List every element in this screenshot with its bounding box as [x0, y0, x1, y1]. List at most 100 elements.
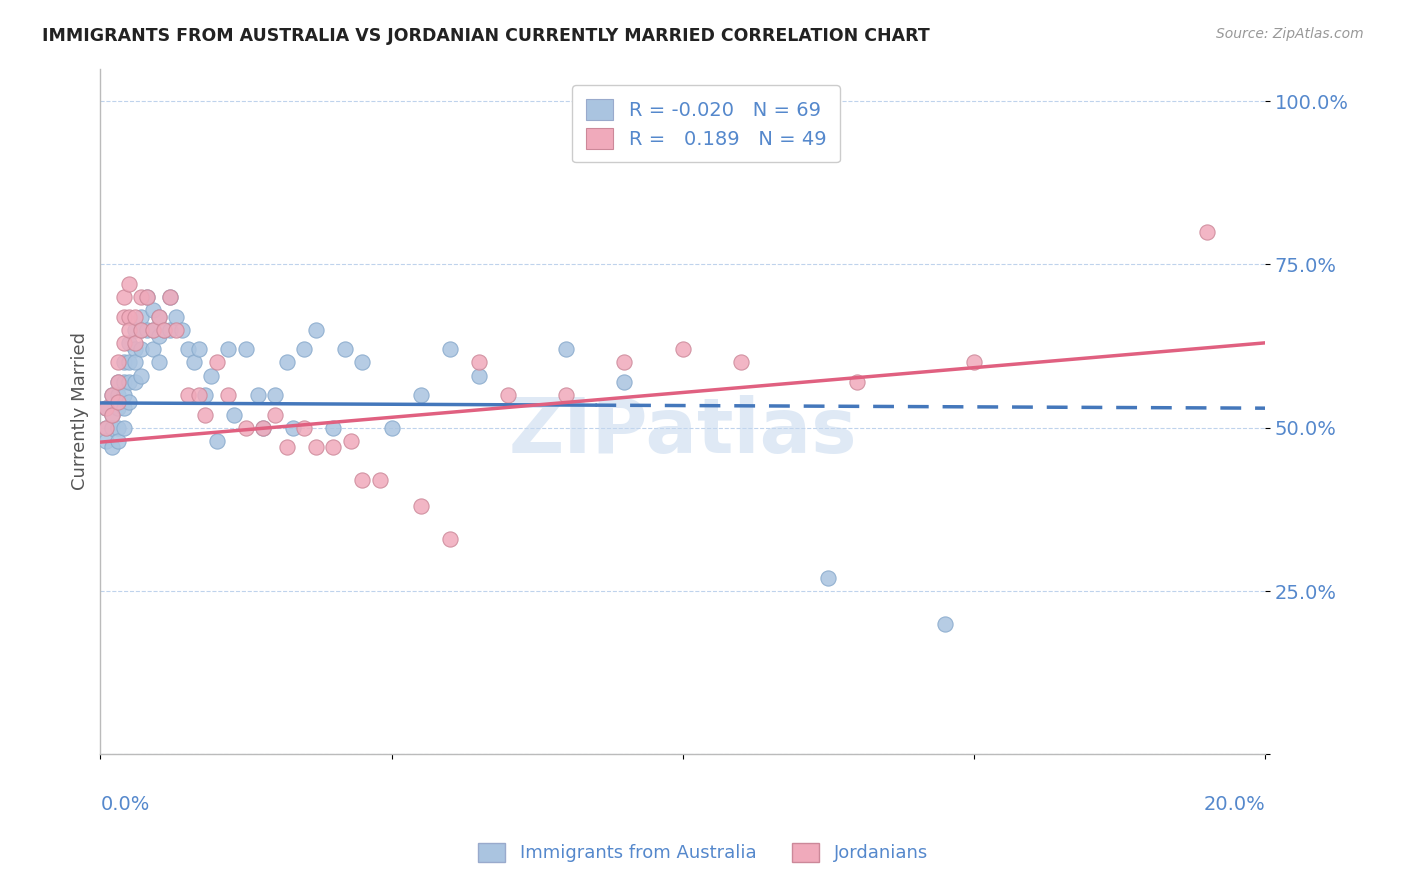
Point: [96, 434, 118, 448]
Point: [118, 277, 141, 291]
Point: [934, 616, 956, 631]
Point: [200, 368, 222, 383]
Point: [142, 323, 165, 337]
Point: [118, 394, 141, 409]
Point: [101, 408, 124, 422]
Point: [252, 421, 274, 435]
Point: [96, 421, 118, 435]
Point: [188, 343, 211, 357]
Point: [107, 401, 129, 416]
Point: [136, 323, 159, 337]
Point: [205, 355, 228, 369]
Point: [118, 323, 141, 337]
Point: [409, 499, 432, 513]
Point: [281, 421, 304, 435]
Text: 0.0%: 0.0%: [100, 796, 149, 814]
Point: [468, 368, 491, 383]
Point: [118, 310, 141, 324]
Point: [177, 343, 200, 357]
Point: [322, 421, 344, 435]
Point: [439, 532, 461, 546]
Point: [613, 375, 636, 389]
Point: [148, 329, 170, 343]
Point: [112, 401, 135, 416]
Point: [124, 375, 146, 389]
Point: [352, 355, 374, 369]
Point: [333, 343, 356, 357]
Point: [129, 310, 152, 324]
Point: [129, 343, 152, 357]
Point: [124, 355, 146, 369]
Point: [170, 323, 193, 337]
Point: [118, 335, 141, 350]
Point: [264, 408, 287, 422]
Point: [124, 343, 146, 357]
Point: [118, 355, 141, 369]
Point: [107, 421, 129, 435]
Text: Source: ZipAtlas.com: Source: ZipAtlas.com: [1216, 27, 1364, 41]
Point: [730, 355, 752, 369]
Point: [101, 408, 124, 422]
Point: [194, 388, 217, 402]
Legend: Immigrants from Australia, Jordanians: Immigrants from Australia, Jordanians: [471, 836, 935, 870]
Point: [112, 421, 135, 435]
Text: IMMIGRANTS FROM AUSTRALIA VS JORDANIAN CURRENTLY MARRIED CORRELATION CHART: IMMIGRANTS FROM AUSTRALIA VS JORDANIAN C…: [42, 27, 929, 45]
Point: [165, 323, 187, 337]
Point: [112, 310, 135, 324]
Point: [107, 355, 129, 369]
Point: [148, 310, 170, 324]
Point: [292, 343, 315, 357]
Point: [224, 408, 246, 422]
Point: [235, 343, 257, 357]
Point: [305, 323, 328, 337]
Point: [107, 375, 129, 389]
Y-axis label: Currently Married: Currently Married: [72, 333, 89, 491]
Point: [107, 375, 129, 389]
Point: [380, 421, 402, 435]
Point: [129, 323, 152, 337]
Point: [468, 355, 491, 369]
Point: [159, 290, 181, 304]
Point: [276, 355, 298, 369]
Point: [129, 323, 152, 337]
Point: [148, 355, 170, 369]
Point: [252, 421, 274, 435]
Point: [112, 290, 135, 304]
Point: [555, 388, 578, 402]
Point: [159, 323, 181, 337]
Point: [112, 388, 135, 402]
Point: [352, 473, 374, 487]
Point: [672, 343, 695, 357]
Point: [963, 355, 986, 369]
Point: [101, 441, 124, 455]
Point: [165, 310, 187, 324]
Point: [136, 290, 159, 304]
Point: [409, 388, 432, 402]
Point: [439, 343, 461, 357]
Point: [188, 388, 211, 402]
Point: [124, 335, 146, 350]
Point: [124, 310, 146, 324]
Point: [264, 388, 287, 402]
Point: [305, 441, 328, 455]
Point: [142, 343, 165, 357]
Point: [112, 375, 135, 389]
Point: [292, 421, 315, 435]
Point: [217, 343, 239, 357]
Point: [112, 335, 135, 350]
Point: [153, 323, 176, 337]
Point: [276, 441, 298, 455]
Point: [246, 388, 269, 402]
Point: [496, 388, 519, 402]
Point: [96, 401, 118, 416]
Point: [159, 290, 181, 304]
Point: [339, 434, 361, 448]
Point: [107, 394, 129, 409]
Point: [177, 388, 200, 402]
Point: [142, 303, 165, 318]
Point: [101, 388, 124, 402]
Point: [183, 355, 205, 369]
Point: [142, 323, 165, 337]
Point: [194, 408, 217, 422]
Point: [96, 421, 118, 435]
